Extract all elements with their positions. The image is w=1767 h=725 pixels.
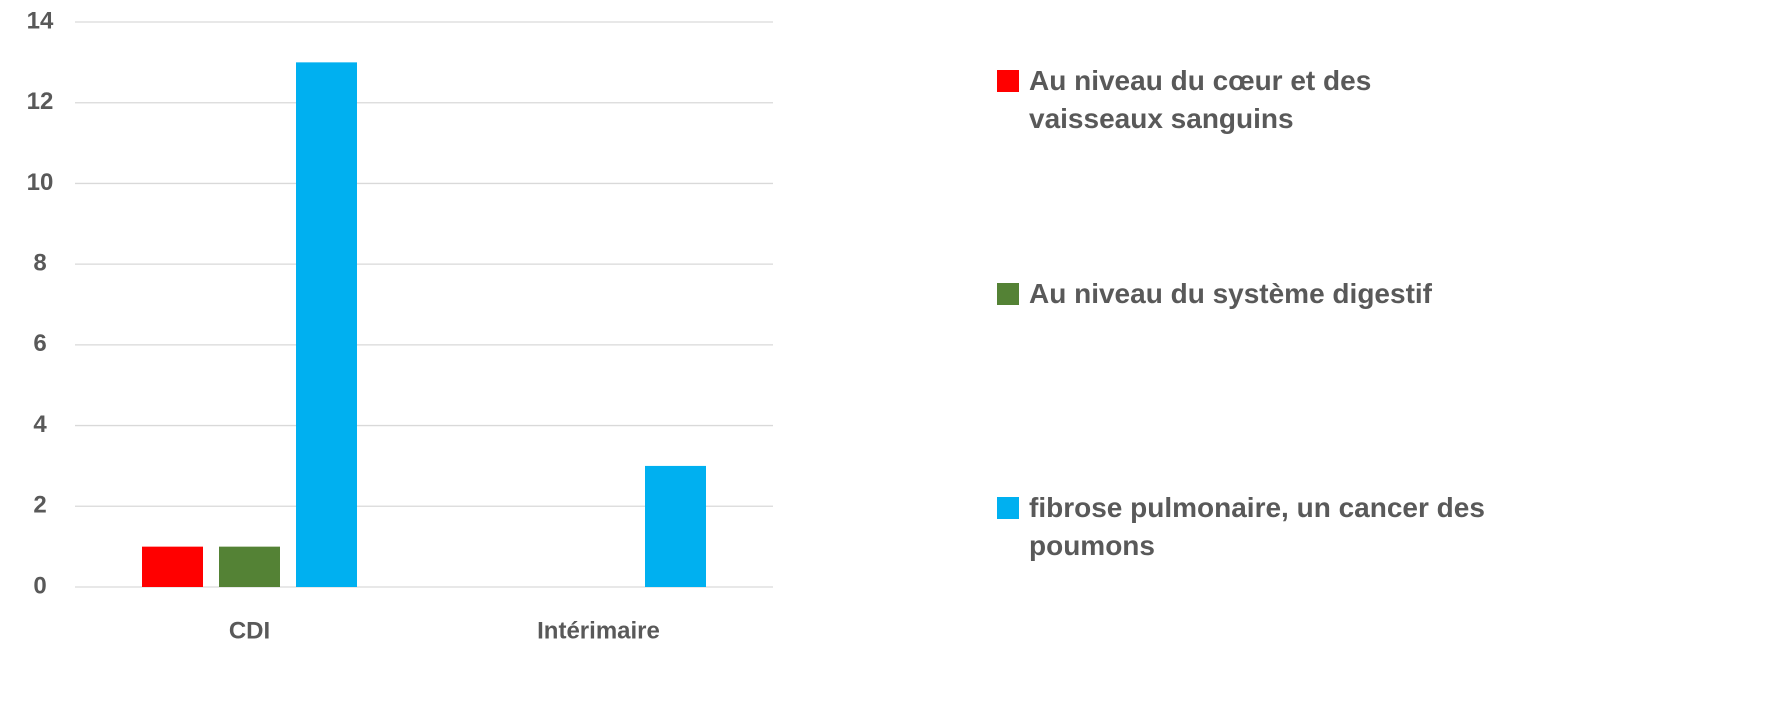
y-tick-label: 6	[33, 330, 46, 357]
legend-swatch	[997, 497, 1019, 519]
legend-item: Au niveau du système digestif	[997, 275, 1432, 313]
bar	[296, 62, 357, 587]
x-tick-label: Intérimaire	[537, 617, 660, 644]
y-tick-label: 0	[33, 572, 46, 599]
y-tick-label: 14	[27, 7, 54, 34]
legend-item: fibrose pulmonaire, un cancer des poumon…	[997, 489, 1589, 565]
legend-label: Au niveau du cœur et des vaisseaux sangu…	[1029, 62, 1489, 138]
y-tick-label: 10	[27, 169, 54, 196]
bar	[142, 547, 203, 587]
legend-swatch	[997, 283, 1019, 305]
legend-swatch	[997, 70, 1019, 92]
x-tick-label: CDI	[229, 617, 270, 644]
y-tick-label: 2	[33, 492, 46, 519]
y-tick-label: 8	[33, 249, 46, 276]
y-tick-label: 12	[27, 88, 54, 115]
bar	[219, 547, 280, 587]
legend-label: fibrose pulmonaire, un cancer des poumon…	[1029, 489, 1589, 565]
page: 0 2 4 6 8 10 12 14 CDI Intérimaire Au niveau du c…	[0, 0, 1767, 725]
legend-item: Au niveau du cœur et des vaisseaux sangu…	[997, 62, 1489, 138]
legend: Au niveau du cœur et des vaisseaux sangu…	[997, 0, 1757, 725]
y-tick-label: 4	[33, 411, 47, 438]
legend-label: Au niveau du système digestif	[1029, 275, 1432, 313]
bar	[645, 466, 706, 587]
